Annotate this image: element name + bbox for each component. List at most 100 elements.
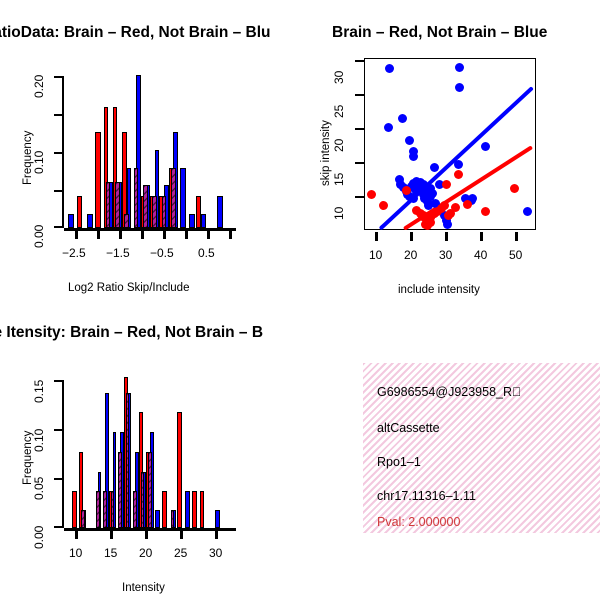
panel-scatter: Brain – Red, Not Brain – Blue skip inten… bbox=[300, 0, 600, 300]
ratio-histogram-xaxis bbox=[64, 228, 236, 231]
hist-bar-overlap bbox=[80, 510, 85, 528]
ratio-xaxis-ticklabel-3: 0.5 bbox=[198, 246, 215, 260]
ratio-yaxis-tick-0.05 bbox=[54, 190, 63, 193]
scatter-point bbox=[426, 218, 436, 228]
scatter-point bbox=[408, 146, 418, 156]
panel-info: G6986554@J923958_R  altCassette Rpo1–1 c… bbox=[300, 300, 600, 600]
scatter-yaxis-tick-0 bbox=[355, 196, 364, 199]
hist-bar-blue bbox=[201, 213, 206, 228]
scatter-point bbox=[419, 180, 429, 190]
hist-bar-blue bbox=[68, 213, 75, 228]
ratio-xaxis-tick-0 bbox=[75, 230, 78, 239]
hist-bar-blue bbox=[189, 213, 195, 228]
intensity-xaxis-tick-1 bbox=[110, 530, 113, 539]
intensity-histogram-xlabel: Intensity bbox=[122, 582, 165, 594]
intensity-histogram-yaxis bbox=[62, 380, 65, 528]
scatter-point bbox=[398, 114, 408, 124]
info-line-event-id: G6986554@J923958_R  bbox=[377, 385, 522, 399]
scatter-point bbox=[455, 82, 465, 92]
scatter-yaxis-ticklabel-0: 10 bbox=[332, 206, 346, 220]
intensity-yaxis-ticklabel-0: 0.00 bbox=[32, 525, 46, 549]
hist-bar-overlap bbox=[143, 185, 148, 228]
hist-bar-red bbox=[95, 132, 102, 228]
scatter-point bbox=[394, 174, 404, 184]
hist-bar-blue bbox=[155, 510, 160, 528]
hist-bar-overlap bbox=[133, 167, 139, 228]
ratio-xaxis-ticklabel-2: −0.5 bbox=[150, 246, 174, 260]
hist-bar-red bbox=[72, 490, 77, 528]
intensity-histogram-bars bbox=[64, 368, 236, 528]
hist-bar-overlap bbox=[133, 490, 137, 528]
intensity-yaxis-tick-0.00 bbox=[54, 526, 63, 529]
scatter-point bbox=[426, 191, 436, 201]
ratio-yaxis-ticklabel-0: 0.20 bbox=[32, 74, 46, 98]
hist-bar-overlap bbox=[125, 392, 130, 528]
ratio-xaxis-tick-6 bbox=[207, 230, 210, 239]
scatter-xaxis-ticklabel-1: 20 bbox=[404, 248, 418, 262]
ratio-xaxis-tick-1 bbox=[97, 230, 100, 239]
scatter-xaxis-tick-3 bbox=[480, 232, 483, 241]
hist-bar-red bbox=[112, 107, 118, 228]
scatter-point bbox=[408, 194, 418, 204]
scatter-point bbox=[409, 151, 419, 161]
hist-bar-overlap bbox=[118, 452, 122, 528]
intensity-xaxis-tick-4 bbox=[215, 530, 218, 539]
hist-bar-blue bbox=[86, 213, 93, 228]
scatter-yaxis-tick-2 bbox=[355, 128, 364, 131]
hist-bar-red bbox=[103, 107, 109, 228]
hist-bar-overlap bbox=[170, 167, 176, 228]
hist-bar-red bbox=[76, 196, 83, 228]
scatter-point bbox=[384, 122, 394, 132]
scatter-point bbox=[401, 185, 411, 195]
scatter-xaxis-tick-1 bbox=[410, 232, 413, 241]
ratio-histogram-xlabel: Log2 Ratio Skip/Include bbox=[68, 282, 190, 294]
scatter-point bbox=[454, 160, 464, 170]
scatter-point bbox=[445, 208, 455, 218]
scatter-ylabel: skip intensity bbox=[320, 120, 332, 186]
intensity-xaxis-ticklabel-2: 20 bbox=[139, 546, 153, 560]
scatter-xaxis-tick-2 bbox=[445, 232, 448, 241]
ratio-yaxis-tick-0.20 bbox=[54, 76, 63, 79]
hist-bar-overlap bbox=[115, 181, 120, 228]
ratio-yaxis-tick-0.10 bbox=[54, 152, 63, 155]
scatter-xaxis-tick-4 bbox=[515, 232, 518, 241]
hist-bar-overlap bbox=[103, 490, 107, 528]
scatter-xaxis-tick-0 bbox=[375, 232, 378, 241]
panel-intensity-histogram: ne Itensity: Brain – Red, Not Brain – B … bbox=[0, 300, 300, 600]
scatter-point bbox=[450, 202, 460, 212]
scatter-yaxis-ticklabel-3: 25 bbox=[332, 104, 346, 118]
scatter-yaxis-ticklabel-4: 30 bbox=[332, 70, 346, 84]
scatter-point bbox=[405, 136, 415, 146]
ratio-xaxis-tick-3 bbox=[141, 230, 144, 239]
ratio-yaxis-ticklabel-1: 0.10 bbox=[32, 150, 46, 174]
intensity-xaxis-tick-2 bbox=[145, 530, 148, 539]
ratio-histogram-yaxis bbox=[62, 76, 65, 228]
scatter-point bbox=[378, 201, 388, 211]
intensity-xaxis-ticklabel-4: 30 bbox=[209, 546, 223, 560]
scatter-point bbox=[463, 200, 473, 210]
scatter-point bbox=[366, 190, 376, 200]
scatter-point bbox=[443, 219, 453, 229]
info-box: G6986554@J923958_R  altCassette Rpo1–1 c… bbox=[363, 363, 600, 533]
hist-bar-red bbox=[122, 132, 127, 228]
ratio-xaxis-tick-5 bbox=[185, 230, 188, 239]
info-line-pval: Pval: 2.000000 bbox=[377, 515, 461, 529]
hist-bar-overlap bbox=[110, 490, 115, 528]
scatter-point bbox=[424, 201, 434, 211]
hist-bar-blue bbox=[185, 490, 190, 528]
intensity-xaxis-tick-3 bbox=[180, 530, 183, 539]
scatter-point bbox=[440, 201, 450, 211]
scatter-title: Brain – Red, Not Brain – Blue bbox=[332, 24, 548, 41]
intensity-xaxis-ticklabel-1: 15 bbox=[104, 546, 118, 560]
scatter-point bbox=[455, 62, 465, 72]
scatter-xaxis-ticklabel-2: 30 bbox=[439, 248, 453, 262]
scatter-point bbox=[480, 141, 490, 151]
ratio-xaxis-tick-4 bbox=[163, 230, 166, 239]
ratio-xaxis-tick-7 bbox=[229, 230, 232, 239]
hist-bar-overlap bbox=[105, 181, 111, 228]
info-line-gene: Rpo1–1 bbox=[377, 455, 421, 469]
panel-ratio-histogram: RatioData: Brain – Red, Not Brain – Blu … bbox=[0, 0, 300, 300]
scatter-point bbox=[468, 194, 478, 204]
hist-bar-blue bbox=[105, 392, 109, 528]
hist-bar-overlap bbox=[170, 510, 175, 528]
